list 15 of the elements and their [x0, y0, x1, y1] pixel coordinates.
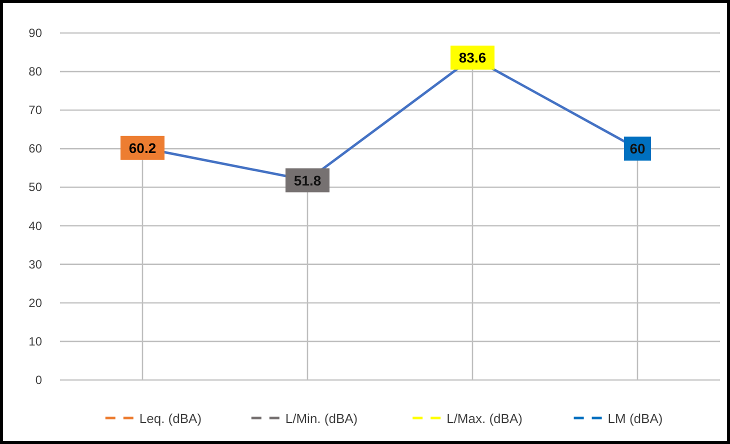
- y-tick-label: 70: [28, 103, 42, 118]
- y-tick-label: 30: [28, 257, 42, 272]
- y-tick-label: 60: [28, 142, 42, 156]
- y-tick-label: 80: [28, 64, 42, 79]
- y-tick-label: 20: [28, 296, 42, 310]
- data-label: 60: [630, 140, 646, 157]
- y-tick-label: 90: [28, 26, 42, 40]
- y-tick-label: 10: [28, 334, 42, 348]
- y-tick-label: 50: [28, 180, 42, 194]
- legend-label: L/Max. (dBA): [446, 411, 522, 426]
- legend-label: LM (dBA): [608, 411, 663, 426]
- legend-label: L/Min. (dBA): [285, 411, 358, 426]
- legend-label: Leq. (dBA): [139, 411, 202, 426]
- y-tick-label: 0: [35, 373, 42, 387]
- y-tick-label: 40: [28, 218, 42, 233]
